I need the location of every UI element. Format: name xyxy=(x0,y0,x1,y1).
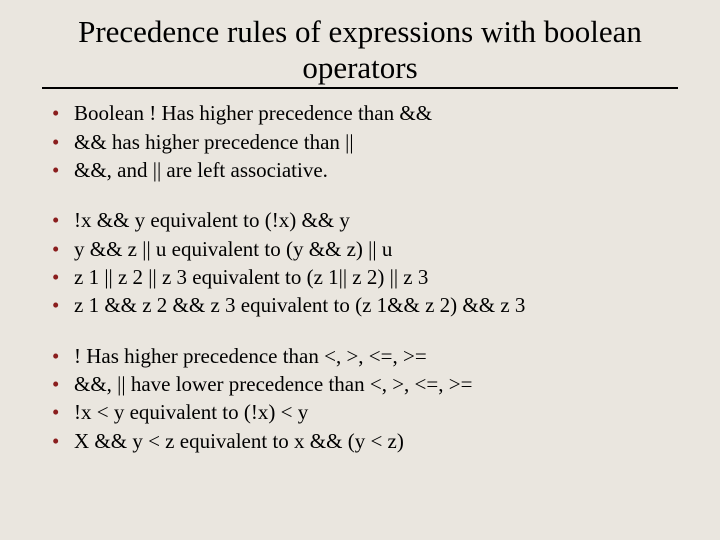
list-item: ! Has higher precedence than <, >, <=, >… xyxy=(52,342,690,370)
title-line-1: Precedence rules of expressions with boo… xyxy=(78,14,642,49)
title-underline xyxy=(42,87,678,89)
bullet-group-1: Boolean ! Has higher precedence than && … xyxy=(30,99,690,184)
slide: Precedence rules of expressions with boo… xyxy=(0,0,720,540)
list-item: X && y < z equivalent to x && (y < z) xyxy=(52,427,690,455)
list-item: &&, and || are left associative. xyxy=(52,156,690,184)
list-item: z 1 || z 2 || z 3 equivalent to (z 1|| z… xyxy=(52,263,690,291)
title-line-2: operators xyxy=(302,50,417,85)
list-item: !x && y equivalent to (!x) && y xyxy=(52,206,690,234)
list-item: !x < y equivalent to (!x) < y xyxy=(52,398,690,426)
list-item: Boolean ! Has higher precedence than && xyxy=(52,99,690,127)
list-item: z 1 && z 2 && z 3 equivalent to (z 1&& z… xyxy=(52,291,690,319)
list-item: && has higher precedence than || xyxy=(52,128,690,156)
bullet-group-3: ! Has higher precedence than <, >, <=, >… xyxy=(30,342,690,455)
slide-title: Precedence rules of expressions with boo… xyxy=(50,14,670,85)
bullet-group-2: !x && y equivalent to (!x) && y y && z |… xyxy=(30,206,690,319)
list-item: y && z || u equivalent to (y && z) || u xyxy=(52,235,690,263)
list-item: &&, || have lower precedence than <, >, … xyxy=(52,370,690,398)
